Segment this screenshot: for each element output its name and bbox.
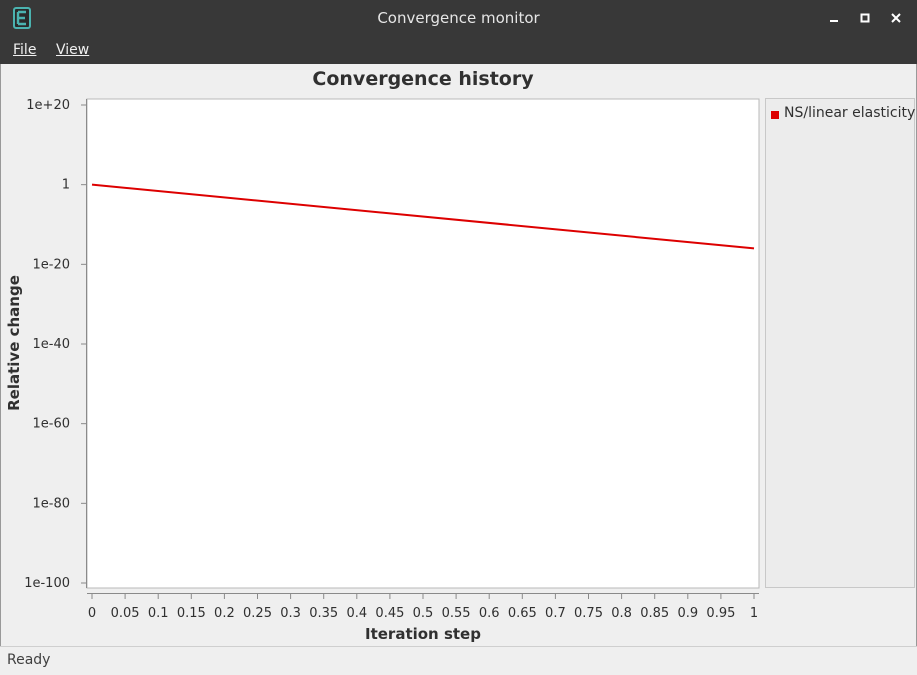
title-bar[interactable]: Convergence monitor [0, 0, 917, 36]
close-button[interactable] [886, 8, 906, 28]
legend: NS/linear elasticity [765, 98, 915, 588]
maximize-icon [860, 13, 870, 23]
menu-view[interactable]: View [56, 36, 89, 64]
app-icon [13, 7, 31, 29]
menu-view-label: View [56, 42, 90, 58]
maximize-button[interactable] [855, 8, 875, 28]
window-title: Convergence monitor [377, 9, 540, 27]
menu-bar: File View [0, 36, 917, 64]
menu-file-label: File [13, 42, 37, 58]
minimize-button[interactable] [824, 8, 844, 28]
status-text: Ready [7, 652, 51, 668]
close-icon [891, 13, 901, 23]
legend-swatch [771, 111, 779, 119]
menu-file[interactable]: File [13, 36, 36, 64]
status-bar: Ready [0, 646, 917, 675]
legend-label: NS/linear elasticity [784, 105, 916, 121]
minimize-icon [830, 20, 838, 22]
chart-title: Convergence history [312, 68, 534, 90]
